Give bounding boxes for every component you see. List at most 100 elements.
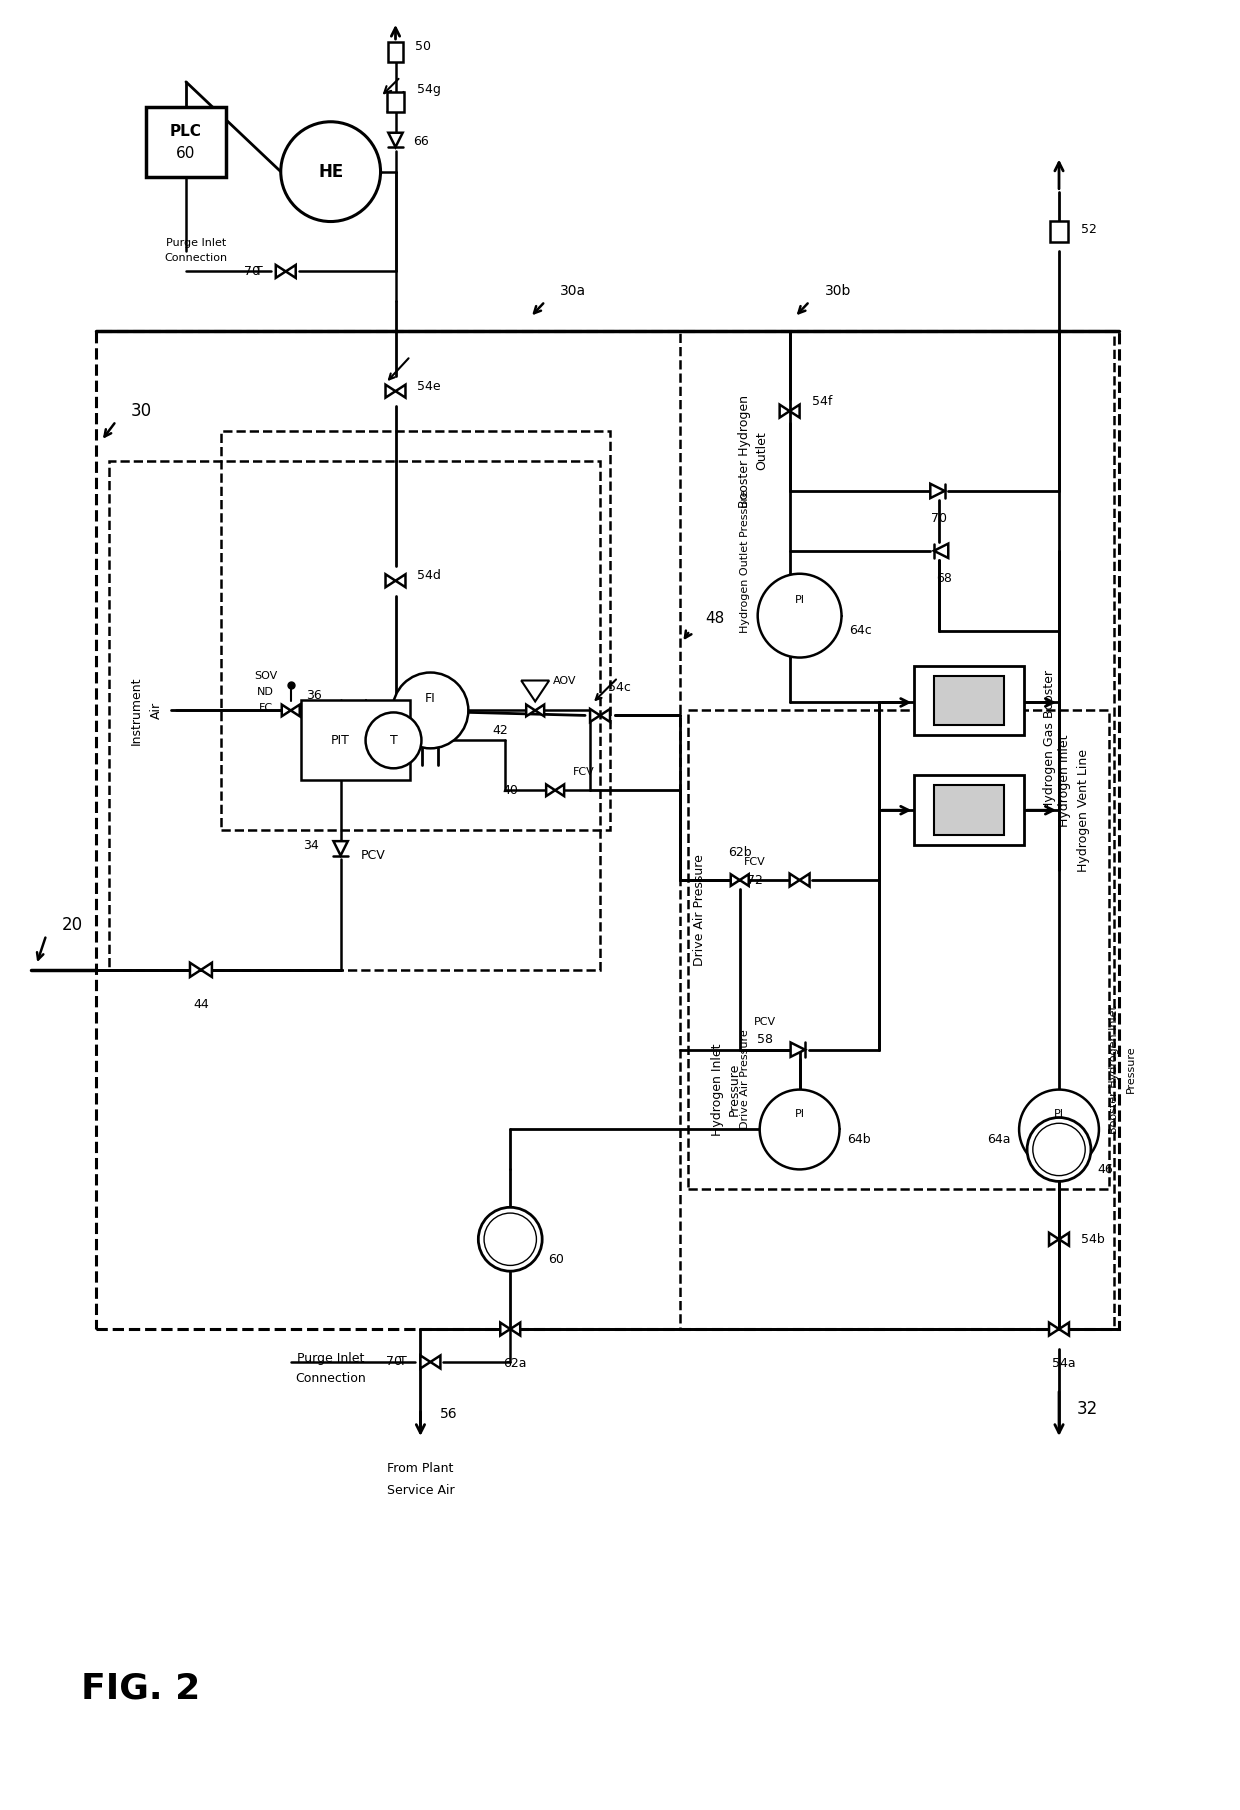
Text: Purge Inlet: Purge Inlet bbox=[166, 239, 226, 248]
Text: 72: 72 bbox=[746, 874, 763, 887]
Bar bbox=[388, 42, 403, 62]
Text: ND: ND bbox=[258, 688, 274, 697]
Polygon shape bbox=[536, 704, 544, 717]
Polygon shape bbox=[934, 543, 949, 557]
Text: 64a: 64a bbox=[987, 1133, 1011, 1146]
Polygon shape bbox=[800, 874, 810, 887]
Circle shape bbox=[479, 1207, 542, 1271]
Polygon shape bbox=[275, 264, 285, 279]
Text: Booster Hydrogen: Booster Hydrogen bbox=[738, 395, 751, 507]
Bar bbox=[688, 711, 1109, 1189]
Text: 44: 44 bbox=[193, 999, 208, 1012]
Text: 46: 46 bbox=[1097, 1162, 1112, 1176]
Text: 54g: 54g bbox=[418, 83, 441, 96]
Text: 20: 20 bbox=[61, 916, 82, 934]
Polygon shape bbox=[1059, 1233, 1069, 1245]
Text: AOV: AOV bbox=[553, 675, 577, 686]
Text: 30a: 30a bbox=[560, 284, 587, 299]
Polygon shape bbox=[500, 1323, 510, 1336]
Text: 62a: 62a bbox=[503, 1358, 527, 1370]
Polygon shape bbox=[546, 784, 556, 796]
Text: T: T bbox=[398, 1356, 407, 1368]
Bar bbox=[97, 331, 1118, 1329]
Text: 54e: 54e bbox=[418, 380, 441, 393]
Bar bbox=[680, 331, 1114, 1329]
Text: 34: 34 bbox=[303, 838, 319, 853]
Text: Pressure: Pressure bbox=[728, 1062, 742, 1117]
Bar bbox=[387, 92, 403, 112]
Polygon shape bbox=[600, 710, 610, 722]
Circle shape bbox=[280, 121, 381, 221]
Polygon shape bbox=[420, 1356, 430, 1368]
Text: Drive Air Pressure: Drive Air Pressure bbox=[740, 1030, 750, 1129]
Text: PI: PI bbox=[1054, 1110, 1064, 1119]
Polygon shape bbox=[590, 710, 600, 722]
Text: 32: 32 bbox=[1078, 1399, 1099, 1417]
Text: HE: HE bbox=[317, 163, 343, 181]
Text: Hydrogen Inlet: Hydrogen Inlet bbox=[1058, 735, 1070, 827]
Text: 36: 36 bbox=[306, 690, 321, 702]
Text: From Plant: From Plant bbox=[387, 1462, 454, 1475]
Text: 52: 52 bbox=[1081, 223, 1097, 235]
Bar bbox=[221, 431, 610, 831]
Polygon shape bbox=[790, 874, 800, 887]
Text: PLC: PLC bbox=[170, 125, 202, 139]
Text: 54a: 54a bbox=[1053, 1358, 1076, 1370]
Text: Pressure: Pressure bbox=[1126, 1046, 1136, 1093]
Polygon shape bbox=[521, 681, 549, 702]
Text: T: T bbox=[255, 264, 263, 279]
Polygon shape bbox=[290, 704, 300, 717]
Text: 70: 70 bbox=[931, 512, 947, 525]
Polygon shape bbox=[285, 264, 295, 279]
Text: 60: 60 bbox=[548, 1253, 564, 1265]
Text: 42: 42 bbox=[492, 724, 508, 737]
Polygon shape bbox=[386, 386, 396, 398]
Polygon shape bbox=[281, 704, 290, 717]
Text: Connection: Connection bbox=[295, 1372, 366, 1385]
Polygon shape bbox=[930, 483, 945, 498]
Text: FCV: FCV bbox=[744, 858, 765, 867]
Polygon shape bbox=[201, 963, 212, 977]
Circle shape bbox=[1027, 1117, 1091, 1182]
Text: 62b: 62b bbox=[728, 845, 751, 858]
Polygon shape bbox=[791, 1043, 805, 1057]
Text: 48: 48 bbox=[704, 612, 724, 626]
Bar bbox=[914, 775, 1024, 845]
Text: 64c: 64c bbox=[849, 624, 872, 637]
Circle shape bbox=[760, 1090, 839, 1169]
Polygon shape bbox=[1059, 1323, 1069, 1336]
Text: 40: 40 bbox=[502, 784, 518, 796]
Polygon shape bbox=[526, 704, 536, 717]
Text: 70: 70 bbox=[244, 264, 260, 279]
Polygon shape bbox=[740, 874, 749, 885]
Text: FCV: FCV bbox=[573, 767, 595, 776]
Text: 50: 50 bbox=[415, 40, 432, 54]
Circle shape bbox=[1019, 1090, 1099, 1169]
Text: Hydrogen Vent Line: Hydrogen Vent Line bbox=[1078, 749, 1090, 872]
Text: T: T bbox=[389, 733, 397, 748]
Text: Outlet: Outlet bbox=[755, 431, 769, 471]
Text: 58: 58 bbox=[756, 1034, 773, 1046]
Text: PI: PI bbox=[795, 595, 805, 605]
Polygon shape bbox=[780, 405, 790, 418]
Text: Hydrogen Outlet Pressure: Hydrogen Outlet Pressure bbox=[740, 489, 750, 632]
Polygon shape bbox=[386, 574, 396, 586]
Polygon shape bbox=[1049, 1233, 1059, 1245]
Polygon shape bbox=[388, 132, 403, 147]
Text: 54b: 54b bbox=[1081, 1233, 1105, 1245]
Text: 64b: 64b bbox=[847, 1133, 872, 1146]
Text: 54f: 54f bbox=[811, 395, 832, 407]
Bar bbox=[934, 675, 1004, 726]
Circle shape bbox=[758, 574, 842, 657]
Polygon shape bbox=[556, 784, 564, 796]
Polygon shape bbox=[396, 574, 405, 586]
Text: 30b: 30b bbox=[825, 284, 851, 299]
Text: Booster Hydrogen Inlet: Booster Hydrogen Inlet bbox=[1109, 1005, 1118, 1135]
Polygon shape bbox=[190, 963, 201, 977]
Polygon shape bbox=[510, 1323, 521, 1336]
Bar bbox=[914, 666, 1024, 735]
Text: Air: Air bbox=[150, 702, 162, 719]
Text: PI: PI bbox=[795, 1110, 805, 1119]
Circle shape bbox=[366, 713, 422, 767]
Text: 66: 66 bbox=[413, 136, 429, 148]
